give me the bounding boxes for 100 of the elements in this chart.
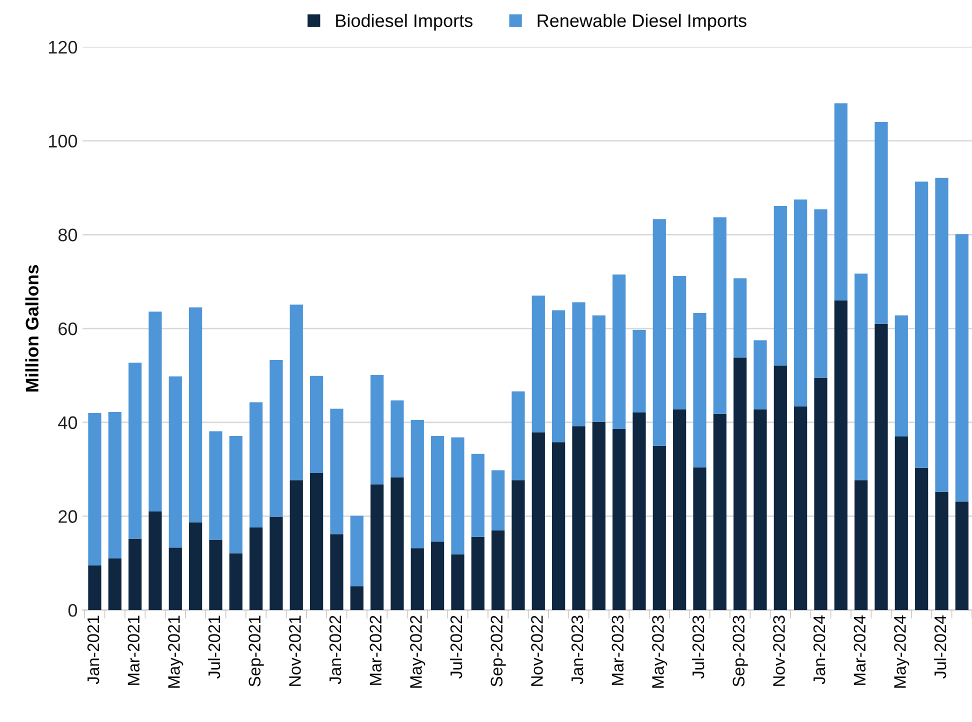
x-tick-label: Nov-2021 xyxy=(289,616,301,686)
bar xyxy=(693,467,706,610)
bar xyxy=(652,219,666,446)
bar xyxy=(128,362,142,539)
bar xyxy=(492,470,505,530)
bar xyxy=(814,378,828,610)
bar xyxy=(330,534,344,610)
bar xyxy=(894,315,908,436)
bar xyxy=(915,182,928,468)
bar xyxy=(754,340,767,410)
x-tick-label: Sep-2022 xyxy=(490,616,506,686)
x-tick-label: Jul-2024 xyxy=(934,615,946,679)
bar xyxy=(370,374,384,484)
bar xyxy=(390,477,404,610)
bar xyxy=(955,234,968,502)
bar xyxy=(774,366,787,610)
y-tick-label: 40 xyxy=(58,416,78,430)
bar xyxy=(350,586,364,610)
bar xyxy=(209,431,222,540)
x-tick-label: Jul-2023 xyxy=(692,616,704,679)
x-tick-label: Jul-2022 xyxy=(450,616,462,679)
bar xyxy=(673,276,686,410)
bar xyxy=(713,217,726,414)
bar xyxy=(108,412,122,558)
bar xyxy=(471,454,484,537)
bar xyxy=(471,536,484,610)
bar xyxy=(108,558,122,610)
bar xyxy=(532,432,545,610)
bar xyxy=(612,274,626,429)
x-tick-label: Jan-2023 xyxy=(571,616,584,684)
x-tick-label: Nov-2022 xyxy=(531,616,543,686)
bar xyxy=(834,300,848,610)
bar xyxy=(814,209,828,378)
bar xyxy=(512,391,525,480)
bar xyxy=(310,376,324,474)
bar xyxy=(693,313,706,468)
bar xyxy=(168,376,182,548)
bar xyxy=(632,412,646,610)
bar xyxy=(250,402,263,528)
bar xyxy=(592,422,606,610)
x-tick-label: May-2022 xyxy=(410,616,426,688)
bar xyxy=(128,538,142,610)
y-tick-label: 80 xyxy=(58,228,78,242)
bar xyxy=(88,412,102,566)
bar xyxy=(572,302,586,426)
bar xyxy=(935,178,948,492)
bar xyxy=(754,409,767,610)
bar xyxy=(350,516,364,586)
bar xyxy=(270,360,283,517)
bar xyxy=(955,502,968,610)
x-tick-label: May-2023 xyxy=(652,616,668,688)
bar xyxy=(168,548,182,610)
x-tick-label: Jan-2022 xyxy=(329,616,342,684)
bar xyxy=(532,296,545,432)
bar xyxy=(330,408,344,534)
bar xyxy=(794,406,808,610)
bar xyxy=(592,315,606,422)
x-tick-label: Nov-2023 xyxy=(773,616,785,686)
bar xyxy=(552,442,566,610)
bar xyxy=(652,446,666,610)
y-tick-label: 60 xyxy=(58,322,78,336)
bar xyxy=(270,516,283,610)
bar xyxy=(451,554,464,610)
bar xyxy=(632,330,646,413)
x-tick-label: Mar-2024 xyxy=(854,615,866,685)
bar xyxy=(209,540,222,610)
bar xyxy=(512,480,525,610)
bar xyxy=(410,548,424,610)
y-tick-label: 120 xyxy=(49,40,78,54)
bar xyxy=(229,436,242,554)
bar xyxy=(229,553,242,610)
bar xyxy=(713,414,726,610)
bar xyxy=(290,480,303,610)
bar xyxy=(410,420,424,548)
bar xyxy=(370,484,384,610)
bar xyxy=(148,512,162,610)
x-tick-label: Sep-2021 xyxy=(248,616,264,686)
bar xyxy=(774,206,787,366)
bar xyxy=(250,527,263,610)
bar xyxy=(148,312,162,512)
y-tick-label: 0 xyxy=(68,604,78,617)
bar xyxy=(390,400,404,478)
bar xyxy=(935,492,948,610)
bar xyxy=(310,473,324,610)
bar xyxy=(854,274,868,480)
bar xyxy=(431,542,444,610)
x-tick-label: Jan-2024 xyxy=(813,615,826,684)
bar xyxy=(794,199,808,406)
bar xyxy=(612,428,626,610)
bar xyxy=(189,522,202,610)
bar xyxy=(492,530,505,610)
bar xyxy=(189,307,202,522)
x-tick-label: May-2024 xyxy=(894,615,910,688)
legend-label: Biodiesel Imports xyxy=(336,14,472,31)
x-tick-label: Jul-2021 xyxy=(208,616,220,679)
bar xyxy=(572,426,586,610)
x-tick-label: Sep-2023 xyxy=(732,616,748,686)
y-axis-title: Million Gallons xyxy=(25,265,39,392)
bar xyxy=(673,409,686,610)
legend-label: Renewable Diesel Imports xyxy=(538,14,746,31)
